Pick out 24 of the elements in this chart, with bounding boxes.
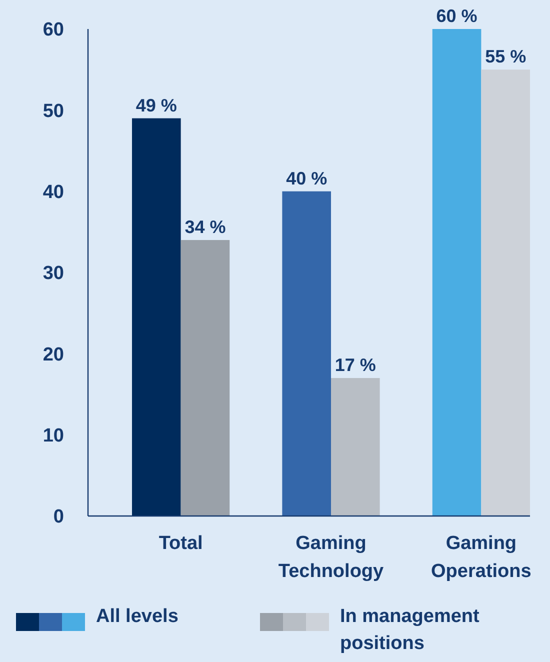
bar — [481, 70, 530, 516]
y-tick-label: 20 — [42, 344, 64, 366]
legend-label: In management positions — [340, 606, 480, 654]
y-tick-label: 0 — [53, 506, 64, 528]
bar — [132, 118, 181, 516]
x-tick-label: Total — [158, 533, 203, 554]
data-label: 60 % — [436, 6, 478, 26]
x-tick-label: Gaming Operations — [431, 533, 532, 582]
y-tick-label: 60 — [42, 20, 64, 41]
y-tick-label: 10 — [42, 425, 64, 446]
bar — [331, 378, 380, 516]
y-tick-label: 50 — [42, 100, 64, 122]
bar — [282, 191, 331, 516]
legend-label: All levels — [96, 606, 178, 627]
data-label: 40 % — [286, 168, 328, 188]
y-tick-label: 30 — [42, 263, 64, 284]
bar — [432, 29, 482, 516]
x-tick-label: Gaming Technology — [278, 533, 384, 582]
bar — [180, 240, 230, 516]
data-label: 17 % — [334, 355, 376, 376]
y-tick-label: 40 — [42, 182, 64, 203]
data-label: 49 % — [136, 95, 177, 116]
data-label: 34 % — [184, 217, 226, 238]
data-label: 55 % — [485, 46, 526, 67]
